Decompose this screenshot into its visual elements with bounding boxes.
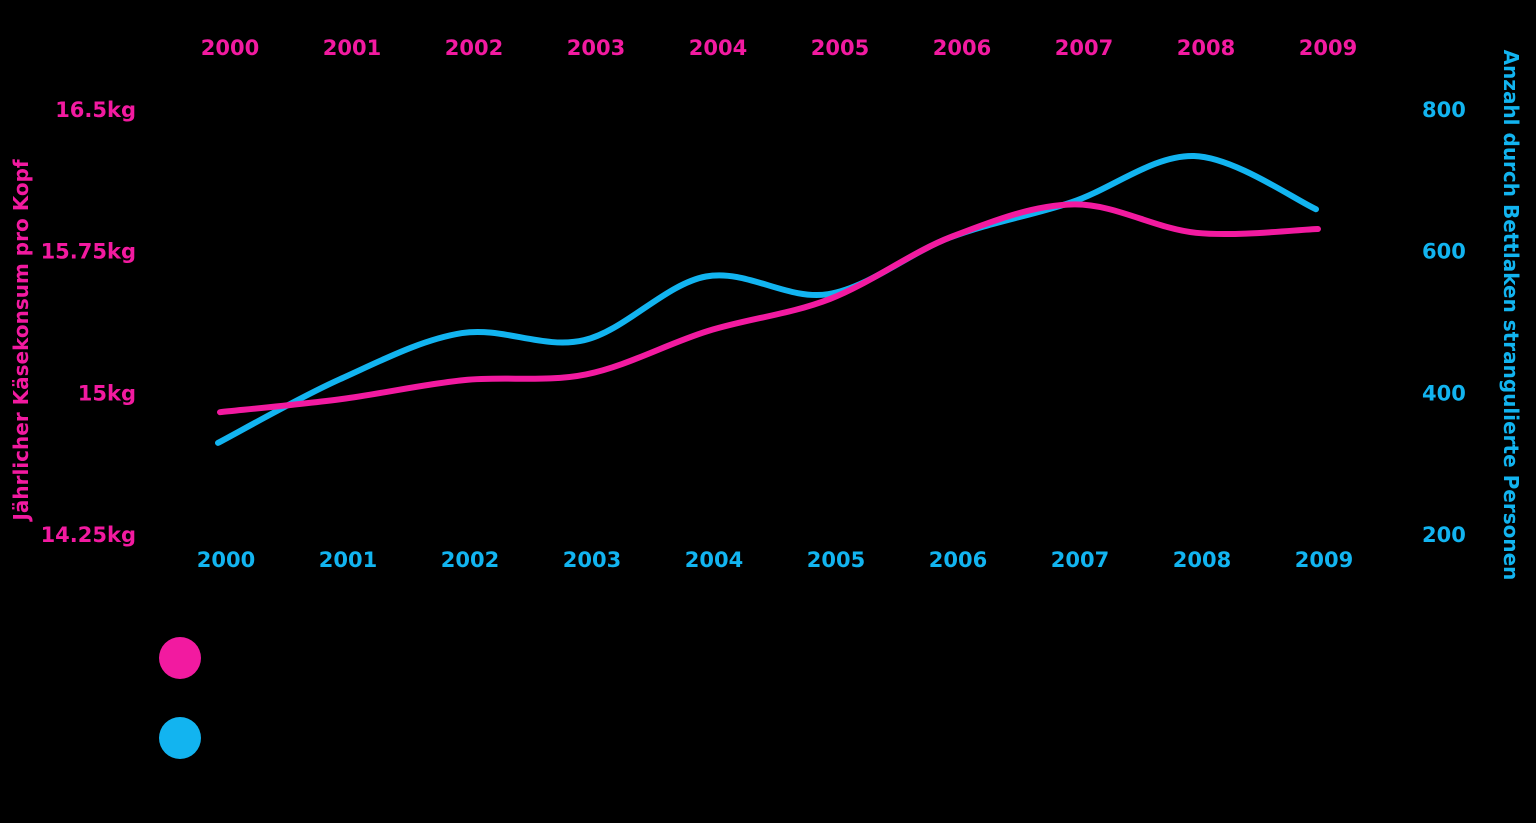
right-y-axis-ticks: 200 400 600 800 [1422,98,1466,547]
top-x-tick-label: 2005 [811,36,869,60]
top-x-tick-label: 2008 [1177,36,1235,60]
bottom-x-tick-label: 2005 [807,548,865,572]
right-y-tick-label: 600 [1422,240,1466,264]
legend-dot [159,717,201,759]
legend [159,637,201,759]
right-y-axis-title: Anzahl durch Bettlaken strangulierte Per… [1499,50,1523,581]
bottom-x-tick-label: 2001 [319,548,377,572]
left-y-tick-label: 14.25kg [41,523,136,547]
series-line-left-axis [217,201,1321,416]
top-x-tick-label: 2009 [1299,36,1357,60]
top-x-tick-label: 2001 [323,36,381,60]
bottom-x-tick-label: 2000 [197,548,255,572]
top-x-tick-label: 2006 [933,36,991,60]
bottom-x-tick-label: 2004 [685,548,743,572]
top-x-tick-label: 2002 [445,36,503,60]
right-y-tick-label: 400 [1422,381,1466,405]
bottom-x-tick-label: 2003 [563,548,621,572]
right-y-tick-label: 800 [1422,98,1466,122]
series-lines [215,152,1321,446]
left-y-axis-ticks: 14.25kg 15kg 15.75kg 16.5kg [41,98,136,547]
bottom-x-tick-label: 2002 [441,548,499,572]
bottom-x-tick-label: 2009 [1295,548,1353,572]
top-x-tick-label: 2003 [567,36,625,60]
bottom-x-tick-label: 2007 [1051,548,1109,572]
top-x-tick-label: 2004 [689,36,747,60]
left-y-tick-label: 15kg [78,381,136,405]
left-y-axis-title: Jährlicher Käsekonsum pro Kopf [9,159,33,522]
top-x-tick-label: 2007 [1055,36,1113,60]
right-y-tick-label: 200 [1422,523,1466,547]
bottom-x-tick-label: 2006 [929,548,987,572]
top-x-tick-label: 2000 [201,36,259,60]
left-y-tick-label: 16.5kg [55,98,136,122]
bottom-x-tick-label: 2008 [1173,548,1231,572]
legend-dot [159,637,201,679]
left-y-tick-label: 15.75kg [41,240,136,264]
series-line-right-axis [215,152,1319,446]
bottom-x-axis-ticks: 2000 2001 2002 2003 2004 2005 2006 2007 2008 2009 [197,548,1353,572]
top-x-axis-ticks: 2000 2001 2002 2003 2004 2005 2006 2007 2008 2009 [201,36,1357,60]
